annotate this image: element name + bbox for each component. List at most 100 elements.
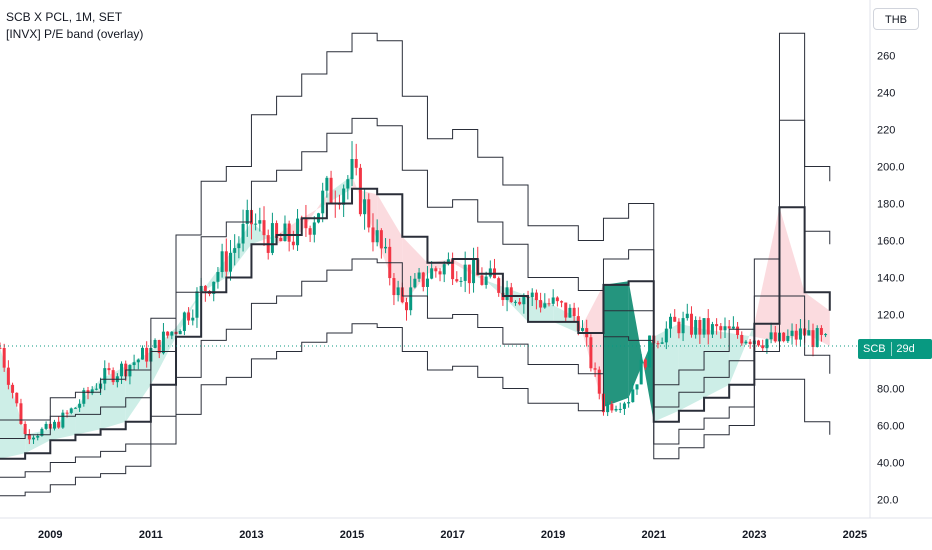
candle-body [375,230,379,243]
band-fill-segment [477,273,503,296]
candle-body [57,421,61,428]
candle-body [639,359,643,385]
candle-body [325,177,329,191]
x-tick-label: 2015 [340,529,364,541]
y-tick-label: 260 [877,51,895,63]
candle-body [694,319,698,335]
candle-body [568,307,572,318]
candle-body [581,328,585,331]
candle-body [593,368,597,370]
currency-button[interactable]: THB [873,8,919,30]
candle-body [346,179,350,189]
candle-body [392,278,396,296]
candle-body [673,316,677,322]
band-fill-segment [628,281,654,422]
candle-body [178,330,182,335]
candle-body [32,437,36,440]
candle-body [321,190,325,214]
candle-body [241,223,245,244]
candle-body [459,280,463,282]
candle-body [409,287,413,311]
candle-body [698,319,702,335]
candle-body [811,330,815,347]
candle-body [128,365,132,377]
candle-body [287,223,291,242]
candle-body [44,423,48,429]
band-fill-segment [754,207,780,343]
candle-body [434,268,438,272]
candle-body [203,285,207,291]
band-fill-segment [678,323,705,411]
candle-body [513,301,517,303]
candle-body [354,159,358,168]
candle-body [0,347,2,349]
candle-body [442,264,446,275]
candle-body [648,335,652,368]
candle-body [220,251,224,273]
candle-body [430,268,434,279]
candle-body [413,278,417,288]
candle-body [421,272,425,287]
candle-body [736,326,740,335]
pe-band-line-2 [0,117,831,439]
candle-body [539,300,543,308]
candle-body [367,199,371,228]
symbol-title[interactable]: SCB X PCL, 1M, SET [6,10,123,24]
band-fill-segment [201,259,227,293]
candle-body [740,334,744,344]
candle-body [794,330,798,340]
candle-body [681,318,685,334]
candle-body [78,403,82,408]
x-tick-label: 2023 [742,529,766,541]
candle-body [157,339,161,354]
candle-body [212,281,216,294]
candle-body [614,408,618,411]
candle-body [371,227,375,243]
candle-body [358,167,362,215]
candle-body [731,326,735,329]
candle-body [405,302,409,311]
candle-body [52,421,56,429]
candle-body [166,331,170,336]
candle-body [396,287,400,296]
candle-body [773,332,777,342]
candle-body [438,271,442,275]
candle-body [677,321,681,334]
band-fill-segment [603,281,629,407]
band-fill-segment [100,366,126,430]
candle-body [706,318,710,335]
candle-body [769,332,773,340]
band-fill-segment [804,292,830,346]
legend: SCB X PCL, 1M, SET [INVX] P/E band (over… [6,9,143,43]
candle-body [161,331,165,354]
x-tick-label: 2011 [139,529,163,541]
candle-body [245,210,249,224]
price-tag-symbol: SCB [863,343,886,355]
candle-body [417,272,421,279]
pe-band-line-1 [0,32,831,421]
pe-band-line-4 [0,258,831,478]
candle-body [744,341,748,344]
candle-body [254,223,258,225]
candle-body [40,428,44,436]
candle-body [543,303,547,308]
pe-band-line-3 [0,187,831,460]
y-tick-label: 20.0 [877,495,898,507]
candle-body [689,313,693,335]
candle-body [530,292,534,298]
candle-body [723,326,727,331]
candle-body [69,408,73,413]
candle-body [275,223,279,238]
candle-body [631,389,635,403]
candle-body [555,297,559,302]
y-tick-label: 200.0 [877,162,905,174]
candle-body [798,328,802,340]
indicator-title[interactable]: [INVX] P/E band (overlay) [6,27,144,41]
y-tick-label: 60.00 [877,421,905,433]
candle-body [656,343,660,345]
candle-body [782,332,786,342]
band-fill-segment [125,351,151,422]
candle-body [807,330,811,336]
